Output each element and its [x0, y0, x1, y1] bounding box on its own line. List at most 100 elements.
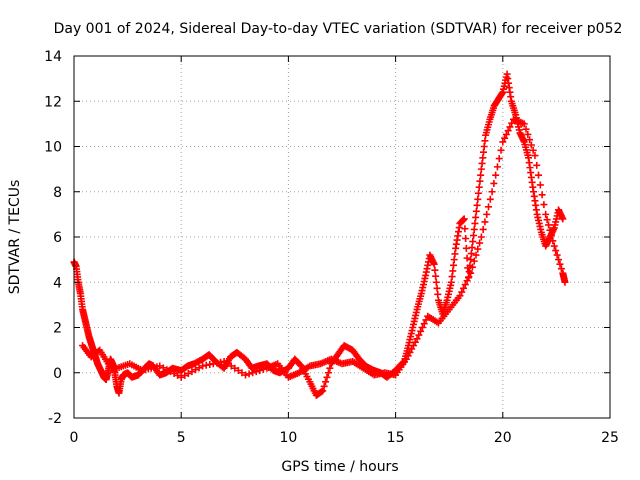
y-axis-label: SDTVAR / TECUs: [7, 180, 23, 295]
data-point: [472, 207, 480, 215]
data-point: [249, 369, 257, 377]
chart-title: Day 001 of 2024, Sidereal Day-to-day VTE…: [54, 21, 623, 37]
x-tick-label: 5: [177, 430, 186, 446]
data-point: [174, 371, 182, 379]
y-tick-label: -2: [48, 411, 62, 427]
data-point: [483, 210, 491, 218]
data-point: [224, 360, 232, 368]
data-point: [456, 292, 464, 300]
data-point: [181, 371, 189, 379]
data-point: [234, 366, 242, 374]
y-tick-label: 4: [53, 275, 62, 291]
data-point: [526, 136, 534, 144]
data-point: [533, 161, 541, 169]
data-point: [467, 256, 475, 264]
data-point: [472, 213, 480, 221]
data-point: [549, 237, 557, 245]
data-point: [163, 366, 171, 374]
data-point: [545, 221, 553, 229]
data-point: [550, 242, 558, 250]
data-point: [323, 373, 331, 381]
data-point: [475, 189, 483, 197]
data-point: [432, 272, 440, 280]
data-point: [468, 244, 476, 252]
data-point: [524, 130, 532, 138]
data-point: [488, 188, 496, 196]
y-tick-label: 8: [53, 185, 62, 201]
data-point: [486, 195, 494, 203]
data-point: [195, 364, 203, 372]
data-point: [546, 226, 554, 234]
x-tick-label: 10: [279, 430, 297, 446]
data-point: [495, 155, 503, 163]
data-point: [326, 364, 334, 372]
data-point: [462, 235, 470, 243]
data-point: [184, 370, 192, 378]
data-point: [259, 365, 267, 373]
y-tick-label: 6: [53, 230, 62, 246]
data-point: [188, 368, 196, 376]
data-point: [508, 119, 516, 127]
x-tick-label: 0: [70, 430, 79, 446]
data-point: [499, 138, 507, 146]
x-tick-label: 25: [601, 430, 619, 446]
data-point: [469, 231, 477, 239]
data-point: [476, 239, 484, 247]
data-point: [434, 290, 442, 298]
data-point: [420, 320, 428, 328]
y-tick-label: 2: [53, 321, 62, 337]
data-point: [170, 370, 178, 378]
data-point: [538, 191, 546, 199]
data-point: [479, 225, 487, 233]
data-point: [531, 152, 539, 160]
data-point: [252, 368, 260, 376]
x-tick-label: 15: [387, 430, 405, 446]
data-point: [471, 219, 479, 227]
data-point: [529, 146, 537, 154]
data-point: [463, 254, 471, 262]
data-point: [474, 245, 482, 253]
data-point: [463, 277, 471, 285]
data-point: [242, 371, 250, 379]
data-point: [520, 120, 528, 128]
data-point: [555, 256, 563, 264]
data-point: [227, 362, 235, 370]
y-tick-label: 12: [44, 94, 62, 110]
data-point: [231, 364, 239, 372]
data-point: [467, 269, 475, 277]
data-point: [418, 324, 426, 331]
data-point: [536, 181, 544, 189]
data-point: [474, 195, 482, 203]
data-point: [156, 362, 164, 370]
data-point: [527, 141, 535, 149]
grid-layer: [74, 56, 610, 418]
data-point: [433, 284, 441, 292]
data-point: [540, 201, 548, 209]
data-point: [504, 127, 512, 135]
data-points-layer: [70, 70, 569, 399]
data-point: [468, 263, 476, 271]
data-point: [547, 231, 555, 239]
data-point: [461, 225, 469, 233]
data-point: [535, 171, 543, 179]
data-point: [245, 370, 253, 378]
data-point: [561, 278, 569, 286]
data-point: [481, 218, 489, 226]
y-tick-label: 10: [44, 140, 62, 156]
data-point: [432, 278, 440, 286]
data-point: [552, 247, 560, 255]
data-point: [319, 387, 327, 395]
data-point: [559, 215, 567, 223]
data-point: [501, 134, 509, 142]
data-point: [557, 265, 565, 273]
data-point: [430, 260, 438, 268]
data-point: [522, 125, 530, 133]
data-point: [177, 373, 185, 381]
data-point: [461, 281, 469, 289]
data-point: [542, 210, 550, 218]
data-point: [465, 273, 473, 281]
data-point: [472, 251, 480, 259]
data-point: [191, 366, 199, 374]
data-point: [220, 357, 228, 365]
